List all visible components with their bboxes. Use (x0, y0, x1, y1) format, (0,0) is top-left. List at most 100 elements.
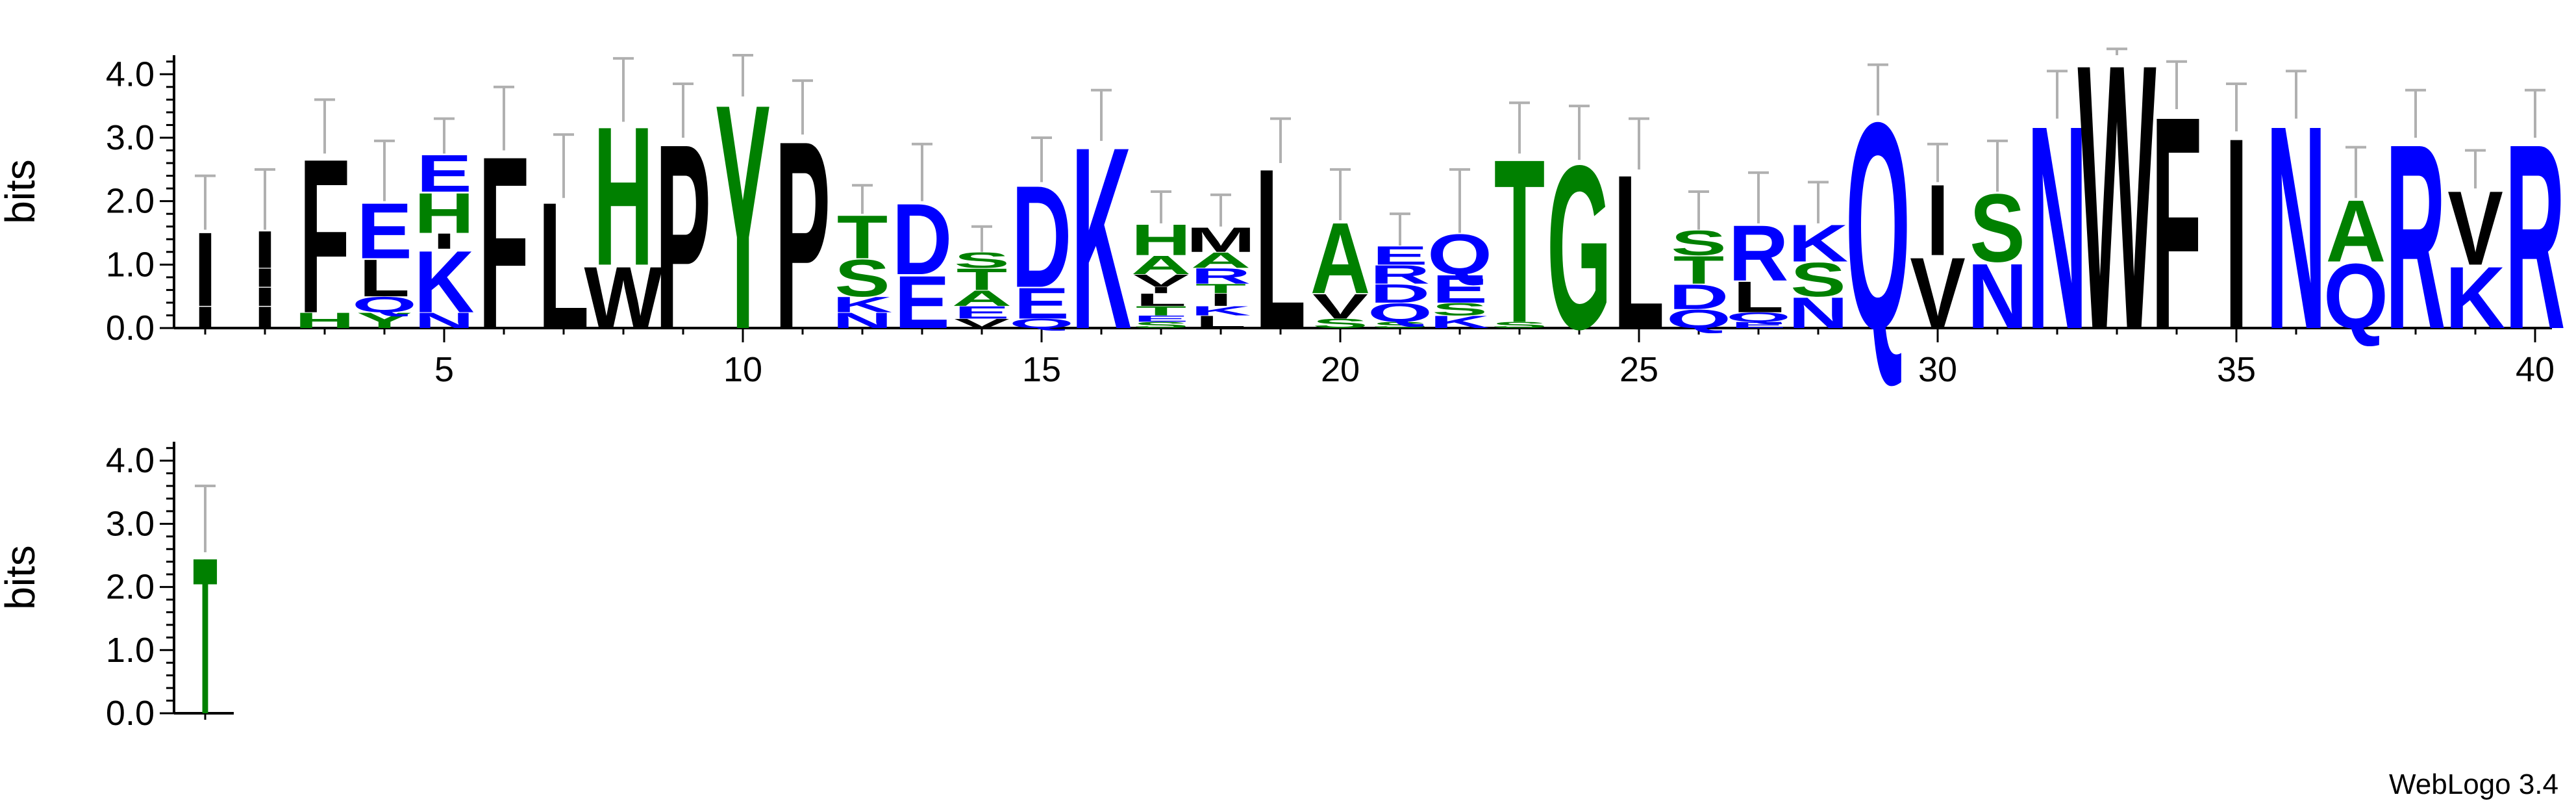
logo-letter-E: E (894, 260, 950, 344)
logo-letter-glyph: N (2266, 65, 2327, 390)
position-stack: Y (715, 37, 771, 396)
logo-letter-glyph: K (1071, 93, 1132, 383)
logo-letter-glyph: S (1372, 320, 1428, 330)
logo-letter-G: G (1547, 118, 1612, 378)
logo-letter-glyph: Q (1009, 316, 1074, 331)
logo-letter-T: T (1673, 248, 1724, 292)
logo-letter-Q: Q (1845, 61, 1910, 391)
y-tick-label: 3.0 (106, 118, 155, 157)
logo-letter-glyph: D (892, 183, 953, 296)
logo-letter-L: L (1733, 272, 1784, 322)
position-stack: NS (1968, 139, 2028, 348)
logo-letter-glyph: F (479, 105, 529, 381)
logo-letter-N: N (1968, 244, 2028, 348)
logo-letter-glyph: L (359, 249, 410, 308)
logo-letter-glyph: Y (715, 37, 771, 396)
logo-letter-glyph: R (1370, 260, 1431, 289)
logo-letter-T: T (1195, 281, 1246, 296)
logo-letter-glyph: I (253, 300, 277, 335)
logo-letter-E: E (1372, 241, 1428, 270)
logo-letter-L: L (359, 249, 410, 308)
x-tick-label: 25 (1619, 350, 1658, 389)
logo-letter-glyph: I (194, 300, 217, 335)
logo-letter-glyph: T (1494, 112, 1545, 372)
x-tick-label: 30 (1918, 350, 1957, 389)
logo-letter-glyph: S (1970, 174, 2025, 282)
logo-letter-glyph: Q (1666, 305, 1731, 334)
logo-letter-glyph: K (2445, 249, 2506, 347)
logo-letter-H: H (414, 181, 475, 246)
logo-letter-glyph: E (1133, 314, 1189, 324)
position-stack: F (479, 85, 529, 381)
logo-letter-Q: Q (352, 292, 417, 317)
logo-letter-Y: Y (356, 308, 412, 333)
logo-letter-glyph: L (1614, 129, 1664, 375)
logo-letter-glyph: P (775, 85, 831, 385)
y-axis-label: bits (0, 545, 44, 610)
logo-letter-glyph: V (1312, 286, 1368, 326)
logo-letter-glyph: Q (1368, 298, 1432, 327)
x-tick-label: 10 (723, 350, 762, 389)
position-stack: WH (584, 57, 663, 347)
logo-letter-glyph: F (2151, 53, 2202, 393)
logo-letter-N: N (414, 308, 475, 333)
position-stack: ST (1492, 101, 1547, 372)
position-stack: R (2505, 88, 2566, 385)
logo-letter-M: M (1186, 220, 1256, 260)
logo-letter-V: V (1910, 237, 1966, 350)
logo-letter-glyph: F (299, 114, 350, 359)
logo-letter-H: H (594, 85, 654, 307)
logo-letter-glyph: I (1149, 285, 1173, 295)
position-stack: QED (1009, 136, 1074, 331)
y-tick-label: 4.0 (106, 55, 155, 94)
logo-letter-D: D (1370, 279, 1431, 309)
logo-letter-E: E (1432, 267, 1488, 311)
logo-letter-T: T (837, 203, 888, 272)
logo-letter-F: F (479, 105, 529, 381)
logo-letter-glyph: D (1370, 279, 1431, 309)
logo-letter-V: V (1312, 286, 1368, 326)
logo-letter-H: H (1131, 215, 1192, 264)
logo-letter-Y: Y (715, 37, 771, 396)
logo-letter-glyph: L (538, 164, 589, 366)
logo-letter-R: R (2386, 89, 2446, 385)
logo-letter-glyph: K (414, 233, 475, 331)
position-stack: K (1071, 88, 1132, 383)
logo-letter-glyph: M (1186, 220, 1256, 260)
logo-letter-glyph: A (1131, 251, 1192, 280)
logo-letter-glyph: N (1968, 244, 2028, 348)
position-stack: L (1614, 117, 1664, 375)
logo-letter-glyph: E (954, 303, 1010, 322)
logo-letter-T: T (1136, 303, 1186, 318)
logo-letter-glyph: S (954, 247, 1010, 272)
logo-letter-glyph: Q (352, 292, 417, 317)
logo-letter-glyph: S (1790, 253, 1846, 307)
position-stack: QA (2323, 146, 2388, 348)
logo-letter-glyph: V (2447, 170, 2503, 288)
logo-letter-N: N (2266, 65, 2327, 390)
logo-letter-N: N (1788, 288, 1849, 338)
logo-letter-S: S (954, 247, 1010, 272)
logo-letter-N: N (2027, 65, 2088, 390)
logo-letter-glyph: D (1012, 155, 1072, 318)
logo-letter-S: S (1671, 223, 1727, 263)
logo-letter-P: P (655, 89, 711, 385)
logo-letter-T: T (957, 262, 1007, 297)
logo-letter-glyph: T (1195, 281, 1246, 296)
logo-letter-glyph: R (2505, 89, 2566, 385)
logo-letter-glyph: I (253, 282, 277, 311)
logo-letter-I: I (253, 263, 277, 292)
logo-letter-glyph: I (253, 263, 277, 292)
y-tick-label: 3.0 (106, 504, 155, 543)
logo-letter-L: L (1195, 312, 1246, 331)
logo-letter-V: V (2447, 170, 2503, 288)
logo-letter-glyph: L (1733, 272, 1784, 322)
